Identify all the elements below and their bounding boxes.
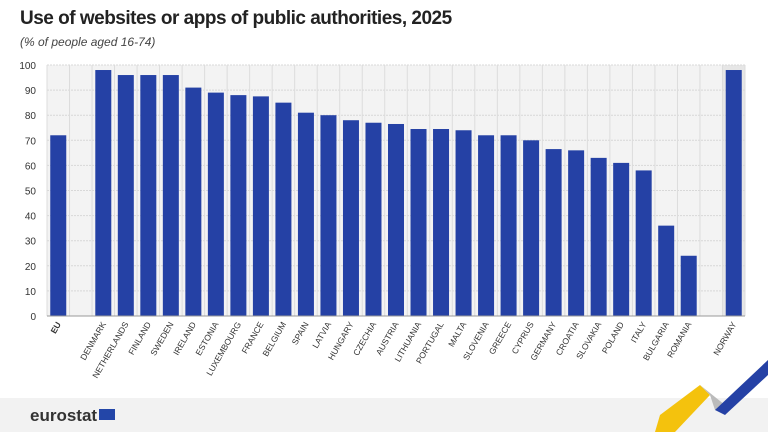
bar-bulgaria bbox=[658, 225, 675, 316]
bar-slovakia bbox=[590, 157, 607, 316]
y-tick-label: 80 bbox=[25, 111, 37, 122]
bar-germany bbox=[545, 149, 562, 316]
bar-hungary bbox=[342, 120, 359, 316]
footer bbox=[0, 398, 768, 432]
bar-france bbox=[252, 96, 269, 316]
bar-malta bbox=[455, 130, 472, 316]
y-tick-label: 0 bbox=[30, 312, 36, 323]
y-tick-label: 10 bbox=[25, 287, 37, 298]
bar-luxembourg bbox=[230, 95, 247, 317]
bar-romania bbox=[680, 255, 697, 316]
y-tick-label: 70 bbox=[25, 136, 37, 147]
bar-slovenia bbox=[478, 135, 495, 316]
bar-eu bbox=[50, 135, 67, 316]
bar-finland bbox=[140, 75, 157, 316]
y-tick-label: 60 bbox=[25, 161, 37, 172]
bar-poland bbox=[613, 162, 630, 316]
bar-cyprus bbox=[523, 140, 540, 316]
bar-czechia bbox=[365, 122, 382, 316]
eurostat-logo: eurostat bbox=[30, 406, 98, 425]
bar-ireland bbox=[185, 87, 202, 316]
y-tick-label: 50 bbox=[25, 187, 37, 198]
x-tick-label: EU bbox=[48, 320, 63, 335]
x-tick-label: NORWAY bbox=[711, 320, 738, 357]
decorative-arrow-icon bbox=[655, 360, 768, 432]
bar-sweden bbox=[162, 75, 179, 316]
eu-flag-icon bbox=[99, 409, 115, 420]
bar-belgium bbox=[275, 102, 292, 317]
chart-title: Use of websites or apps of public author… bbox=[20, 8, 452, 29]
x-tick-label: MALTA bbox=[446, 320, 468, 349]
bar-austria bbox=[388, 123, 404, 316]
bar-italy bbox=[635, 170, 652, 316]
y-tick-label: 90 bbox=[25, 86, 37, 97]
chart-subtitle: (% of people aged 16-74) bbox=[20, 35, 156, 49]
x-tick-label: ITALY bbox=[629, 320, 649, 345]
bar-estonia bbox=[207, 92, 224, 316]
bar-croatia bbox=[568, 150, 585, 316]
bar-greece bbox=[500, 135, 517, 316]
x-tick-label: LATVIA bbox=[310, 320, 333, 350]
y-tick-label: 40 bbox=[25, 212, 37, 223]
bar-norway bbox=[725, 70, 742, 317]
y-tick-label: 100 bbox=[19, 61, 36, 72]
bar-spain bbox=[297, 112, 314, 316]
x-tick-label: SPAIN bbox=[290, 320, 311, 347]
bar-latvia bbox=[320, 115, 337, 316]
bar-netherlands bbox=[117, 75, 134, 316]
bar-lithuania bbox=[410, 129, 427, 316]
y-tick-label: 20 bbox=[25, 262, 37, 273]
bar-denmark bbox=[95, 70, 112, 317]
bar-portugal bbox=[433, 129, 450, 316]
y-tick-label: 30 bbox=[25, 237, 37, 248]
x-tick-label: POLAND bbox=[600, 320, 626, 355]
